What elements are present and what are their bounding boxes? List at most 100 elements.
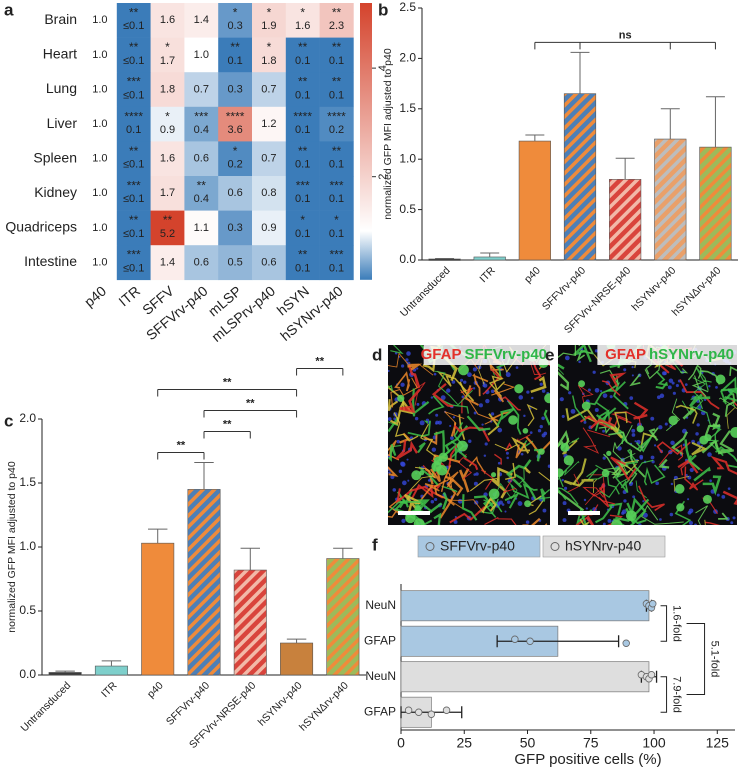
significance-stars: ***: [127, 178, 141, 192]
cell-label: 0.1: [227, 55, 242, 67]
cell-process: [591, 492, 616, 505]
cell-soma: [611, 519, 623, 525]
heat-cell: [116, 141, 151, 177]
cell-label: 0.1: [295, 124, 310, 136]
cell-process: [693, 466, 711, 482]
cell-label: 1.6: [160, 153, 175, 165]
channel-label: hSYNrv-p40: [649, 346, 734, 363]
cell-label: 3.6: [227, 124, 242, 136]
cell-process: [718, 397, 736, 408]
cell-process: [558, 460, 580, 481]
bar: [280, 642, 314, 676]
cell-process: [388, 384, 394, 392]
cell-process: [724, 393, 736, 417]
cell-process: [613, 411, 628, 433]
cell-process: [522, 517, 541, 525]
cell-process: [518, 466, 525, 485]
fold-bracket: [660, 676, 668, 713]
panel-label: e: [545, 345, 554, 364]
cell-process: [558, 487, 579, 506]
cell-label: 1.0: [92, 14, 107, 26]
heat-cell: [218, 141, 253, 177]
significance-stars: ****: [293, 109, 312, 123]
x-tick-label: 75: [583, 735, 599, 751]
heat-cell: [83, 3, 118, 38]
cell-process: [394, 371, 411, 392]
cell-process: [641, 504, 684, 525]
heat-cell: [184, 3, 219, 38]
significance-stars: *: [233, 144, 238, 158]
cell-process: [675, 404, 698, 424]
cell-process: [448, 499, 485, 514]
cell-label: 0.1: [329, 193, 344, 205]
nucleus: [406, 351, 411, 356]
cell-process: [433, 429, 445, 453]
cell-label: 0.7: [194, 83, 209, 95]
cell-process: [388, 399, 399, 412]
heat-cell: [184, 72, 219, 108]
nucleus: [392, 488, 397, 492]
cell-label: ≤0.1: [123, 20, 144, 32]
cell-process: [689, 393, 711, 408]
x-tick-label: ITR: [99, 679, 120, 700]
nucleus: [542, 508, 547, 513]
error-bar: [55, 670, 75, 673]
nucleus: [400, 462, 406, 467]
cell-soma: [704, 434, 712, 442]
nucleus: [594, 349, 599, 353]
nucleus: [568, 391, 572, 395]
nucleus: [623, 499, 627, 503]
cell-label: 1.1: [194, 222, 209, 234]
cell-process: [731, 399, 737, 407]
data-point: [442, 706, 451, 714]
nucleus: [668, 378, 674, 383]
cell-label: ≤0.1: [123, 193, 144, 205]
heat-cell: [252, 245, 287, 281]
cell-process: [598, 424, 613, 434]
cell-process: [635, 436, 652, 453]
cell-label: 0.3: [227, 222, 242, 234]
heat-cell: [285, 3, 320, 38]
cell-label: 0.6: [227, 187, 242, 199]
cell-process: [395, 440, 419, 460]
nucleus: [732, 516, 736, 520]
cell-soma: [730, 426, 737, 438]
nucleus: [388, 369, 390, 373]
nucleus: [650, 416, 655, 421]
cell-process: [705, 521, 721, 525]
heat-cell: [319, 3, 354, 38]
x-tick-label: hSYNrv-p40: [629, 264, 678, 313]
nucleus: [675, 383, 679, 388]
cell-label: 1.8: [261, 55, 276, 67]
cell-process: [558, 371, 570, 391]
nucleus: [709, 479, 712, 483]
significance-stars: **: [332, 75, 342, 89]
channel-label: GFAP: [421, 346, 462, 363]
cell-process: [687, 364, 702, 381]
nucleus: [639, 456, 643, 460]
scale-bar: [568, 511, 600, 515]
cell-process: [724, 387, 737, 402]
cell-label: 1.0: [92, 256, 107, 268]
significance-stars: **: [332, 144, 342, 158]
cell-process: [593, 479, 598, 493]
heat-cell: [285, 210, 320, 246]
nucleus: [658, 425, 663, 430]
cell-process: [633, 401, 649, 420]
cell-process: [565, 408, 600, 425]
nucleus: [506, 456, 509, 460]
cell-process: [407, 420, 431, 437]
heat-cell: [184, 37, 219, 73]
nucleus: [708, 385, 711, 388]
cell-process: [584, 474, 605, 506]
heat-cell: [218, 37, 253, 73]
cell-process: [496, 407, 515, 427]
error-bar: [525, 134, 545, 142]
error-bar: [333, 547, 353, 559]
y-tick-label: 2.0: [399, 51, 416, 65]
cell-process: [423, 420, 429, 424]
nucleus: [602, 522, 606, 525]
heat-cell: [319, 210, 354, 246]
nucleus: [400, 364, 405, 368]
